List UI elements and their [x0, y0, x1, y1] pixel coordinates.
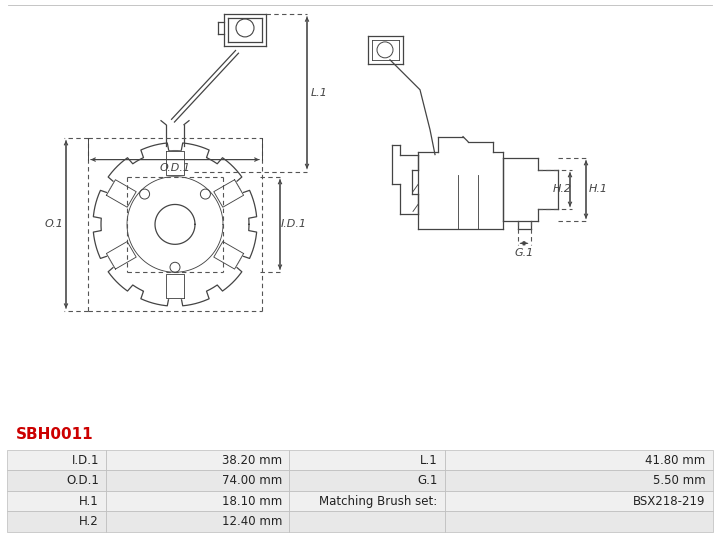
Text: H.2: H.2 — [552, 185, 572, 194]
Bar — [7, 491, 106, 511]
Text: I.D.1: I.D.1 — [281, 220, 307, 229]
Bar — [106, 491, 289, 511]
Text: O.D.1: O.D.1 — [160, 163, 191, 172]
Polygon shape — [166, 274, 184, 298]
Text: G.1: G.1 — [418, 474, 438, 487]
Bar — [289, 491, 445, 511]
Polygon shape — [107, 242, 136, 269]
Polygon shape — [214, 180, 243, 207]
Bar — [106, 470, 289, 491]
Text: O.D.1: O.D.1 — [66, 474, 99, 487]
Text: 74.00 mm: 74.00 mm — [222, 474, 282, 487]
Polygon shape — [166, 150, 184, 175]
Text: L.1: L.1 — [310, 88, 328, 98]
Bar — [445, 470, 713, 491]
Polygon shape — [214, 242, 243, 269]
Text: 12.40 mm: 12.40 mm — [222, 515, 282, 528]
Text: I.D.1: I.D.1 — [71, 454, 99, 467]
Text: 38.20 mm: 38.20 mm — [222, 454, 282, 467]
Text: O.1: O.1 — [45, 220, 63, 229]
Bar — [289, 470, 445, 491]
Text: H.1: H.1 — [79, 495, 99, 507]
Text: H.1: H.1 — [588, 185, 608, 194]
Polygon shape — [107, 180, 136, 207]
Bar — [7, 511, 106, 532]
Bar — [7, 470, 106, 491]
Bar — [106, 450, 289, 470]
Text: Matching Brush set:: Matching Brush set: — [320, 495, 438, 507]
Text: BSX218-219: BSX218-219 — [634, 495, 706, 507]
Bar — [445, 511, 713, 532]
Text: G.1: G.1 — [514, 248, 534, 258]
Text: 5.50 mm: 5.50 mm — [653, 474, 706, 487]
Text: L.1: L.1 — [420, 454, 438, 467]
Bar — [106, 511, 289, 532]
Text: SBH0011: SBH0011 — [16, 427, 94, 442]
Bar — [445, 450, 713, 470]
Bar — [289, 511, 445, 532]
Text: 18.10 mm: 18.10 mm — [222, 495, 282, 507]
Bar — [7, 450, 106, 470]
Text: 41.80 mm: 41.80 mm — [646, 454, 706, 467]
Text: H.2: H.2 — [79, 515, 99, 528]
Bar — [289, 450, 445, 470]
Bar — [445, 491, 713, 511]
